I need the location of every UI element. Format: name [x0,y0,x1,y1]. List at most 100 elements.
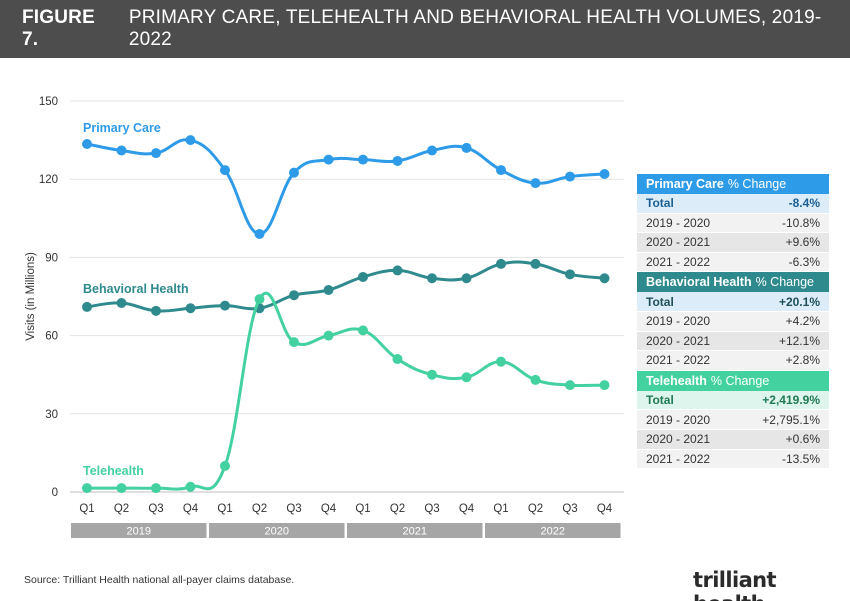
pc-point [461,142,472,153]
th-point [323,330,334,341]
pc-point [530,178,541,189]
stat-row-value: -10.8% [781,215,820,230]
stat-suffix: % Change [755,275,814,290]
pc-point [427,145,437,156]
year-label: 2021 [403,526,427,538]
y-tick-label: 0 [52,487,58,499]
pc-point [358,154,368,165]
bh-point [358,271,368,282]
x-tick-label: Q4 [597,503,613,515]
th-point [530,374,541,385]
th-series-line [85,291,606,491]
x-tick-label: Q3 [562,503,577,515]
year-label: 2019 [127,526,151,538]
pc-change-row: 2021 - 2022 -6.3% [637,252,829,273]
x-tick-label: Q4 [321,503,337,515]
year-band-2022 [485,523,621,538]
pc-series-label: Primary Care [83,121,161,135]
figure-title: PRIMARY CARE, TELEHEALTH AND BEHAVIORAL … [128,7,822,50]
x-tick-label: Q2 [252,503,267,515]
stat-row-value: +4.2% [785,314,820,329]
bh-point [565,269,575,280]
th-point [254,294,265,305]
pc-change-row: 2019 - 2020 -10.8% [637,213,829,234]
stat-series-name: Primary Care [646,177,724,191]
bh-point [427,273,437,284]
pc-change-row: 2020 - 2021 +9.6% [637,233,829,253]
x-tick-label: Q3 [286,503,301,515]
th-series-label: Telehealth [83,464,144,478]
percent-change-tables: Primary Care% Change Total -8.4% 2019 - 202… [637,174,829,470]
stat-row-label: 2020 - 2021 [646,432,711,447]
stat-row-value: +20.1% [778,294,820,309]
y-axis-label: Visits (in Millions) [25,252,37,341]
year-band-2019 [71,523,207,538]
stat-row-label: Total [646,294,674,309]
bh-point [461,273,472,284]
figure-number: FIGURE 7. [22,7,95,50]
stat-series-name: Behavioral Health [646,275,752,290]
figure-header: FIGURE 7. PRIMARY CARE, TELEHEALTH AND B… [0,0,850,58]
bh-point [82,301,92,312]
th-point [461,372,472,383]
bh-point [220,300,230,311]
th-point [116,483,127,494]
th-point [289,337,299,348]
pc-point [599,168,610,179]
bh-point [151,305,161,316]
stat-row-value: +9.6% [785,235,820,250]
th-point [358,325,368,336]
pc-point [392,155,403,166]
th-point [427,369,437,380]
x-tick-label: Q2 [528,503,543,515]
bh-point [116,298,127,309]
stat-row-label: 2019 - 2020 [646,412,711,427]
pc-point [116,145,127,156]
pc-point [220,165,230,176]
pc-total-row: Total -8.4% [637,194,829,214]
stat-row-value: -6.3% [788,255,820,270]
pc-point [254,228,265,239]
x-tick-label: Q4 [183,503,199,515]
th-point [392,354,403,365]
stat-row-label: 2020 - 2021 [646,235,711,250]
th-point [565,380,575,391]
x-tick-label: Q4 [459,503,475,515]
bh-point [496,258,506,269]
th-change-header: Telehealth% Change [637,370,829,391]
stat-row-value: +2.8% [785,353,820,368]
stat-row-label: Total [646,393,674,408]
x-tick-label: Q1 [493,503,508,515]
pc-point [565,171,575,182]
bh-change-row: 2020 - 2021 +12.1% [637,331,829,352]
bh-point [599,273,610,284]
th-total-row: Total +2,419.9% [637,390,829,411]
pc-point [151,148,161,159]
pc-point [185,135,196,146]
bh-series-label: Behavioral Health [83,282,189,296]
pc-point [289,167,299,178]
th-change-row: 2021 - 2022 -13.5% [637,449,829,470]
bh-point [530,258,541,269]
th-change-row: 2020 - 2021 +0.6% [637,429,829,450]
th-point [220,460,230,471]
y-tick-label: 60 [45,331,58,343]
bh-point [323,284,334,295]
line-chart: 0 30 60 90 120 150 Visits (in Millions) Q1 Q2 Q3 Q… [25,96,624,538]
th-point [599,380,610,391]
x-tick-label: Q3 [148,503,163,515]
stat-row-label: 2020 - 2021 [646,333,711,348]
stat-row-value: -8.4% [788,196,820,211]
stat-suffix: % Change [727,177,787,191]
stat-suffix: % Change [710,373,770,388]
pc-point [496,165,506,176]
year-band-2021 [347,523,483,538]
stat-series-name: Telehealth [646,373,707,388]
stat-row-value: +2,419.9% [762,393,820,408]
x-tick-label: Q2 [114,503,129,515]
bh-point [392,265,403,276]
x-tick-label: Q1 [355,503,370,515]
x-tick-label: Q2 [390,503,405,515]
bh-total-row: Total +20.1% [637,292,829,312]
stat-row-value: +0.6% [785,432,820,447]
